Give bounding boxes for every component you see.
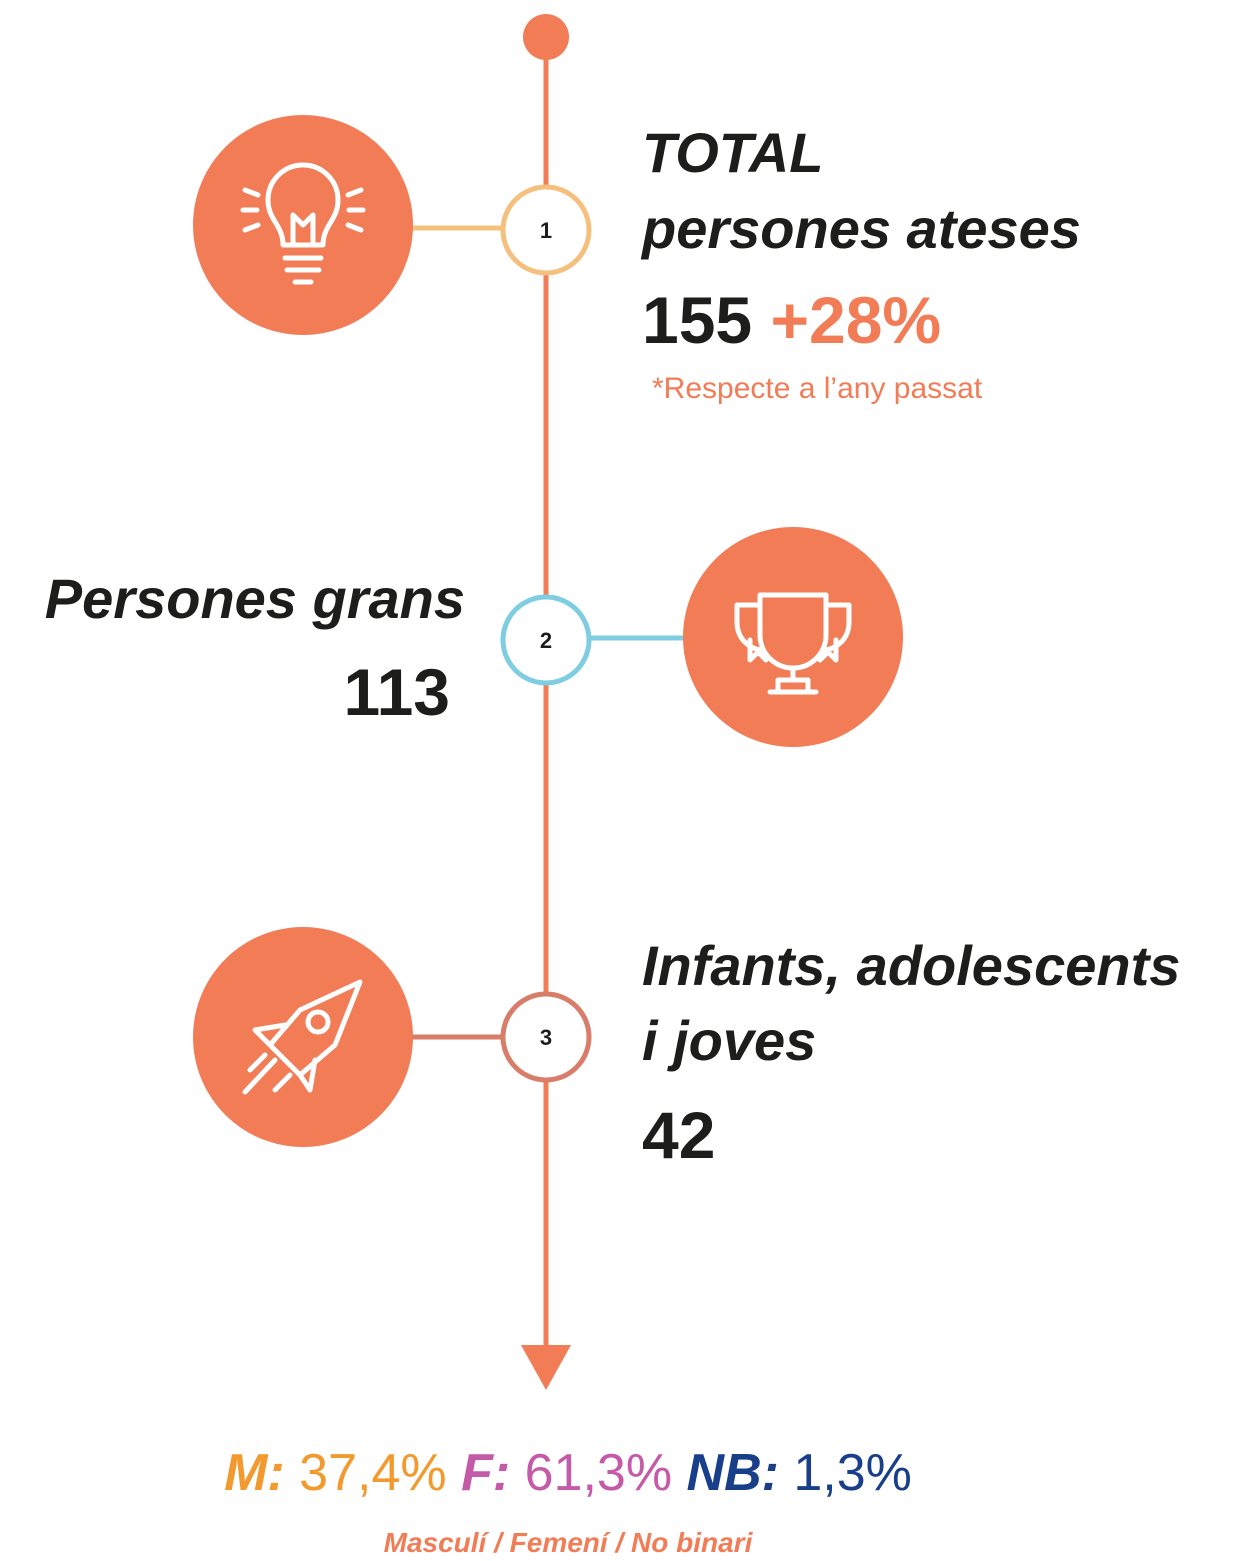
step-number: 2 [540, 628, 552, 653]
item-value: 42 [642, 1098, 715, 1172]
trophy-icon [734, 592, 852, 695]
item-change: +28% [770, 283, 941, 357]
gender-breakdown: M: 37,4% F: 61,3% NB: 1,3% [224, 1444, 912, 1502]
lightbulb-icon [240, 162, 366, 285]
item-title: i joves [642, 1009, 816, 1072]
gender-value: 61,3% [525, 1444, 672, 1502]
step-circle [500, 991, 592, 1083]
gender-legend: Masculí / Femení / No binari [384, 1527, 754, 1558]
timeline-arrow [521, 1345, 571, 1390]
step-circle [500, 594, 592, 686]
gender-key: NB: [687, 1444, 779, 1502]
item-value: 155 [642, 283, 752, 357]
gender-value: 37,4% [299, 1444, 446, 1502]
step-number: 1 [540, 218, 552, 243]
timeline-start [523, 14, 569, 60]
step-circle [500, 184, 592, 276]
item-title: TOTAL [642, 121, 823, 184]
item-value: 113 [344, 655, 450, 729]
gender-value: 1,3% [793, 1444, 912, 1502]
item-title: Infants, adolescents [642, 934, 1180, 997]
item-title: persones ateses [640, 197, 1081, 260]
icon-circle [683, 527, 903, 747]
item-note: *Respecte a l’any passat [652, 372, 983, 405]
gender-key: M: [224, 1444, 285, 1502]
step-number: 3 [540, 1025, 552, 1050]
rocket-icon [242, 979, 363, 1095]
item-value-line: 155 +28% [642, 283, 941, 357]
icon-circle [193, 927, 413, 1147]
item-title: Persones grans [45, 567, 465, 630]
gender-key: F: [461, 1444, 510, 1502]
